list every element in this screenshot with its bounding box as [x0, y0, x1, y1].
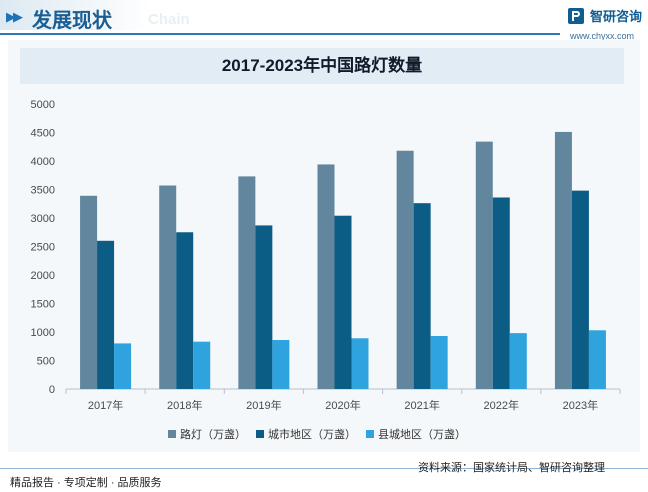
- y-tick-label: 4000: [31, 156, 55, 168]
- y-tick-label: 1500: [31, 299, 55, 311]
- y-tick-label: 2500: [31, 242, 55, 254]
- x-tick-label: 2018年: [167, 398, 202, 412]
- bar-2: [97, 240, 115, 389]
- legend-item-1: 路灯（万盏）: [168, 426, 246, 442]
- bar-3: [114, 343, 132, 389]
- legend-label-2: 城市地区（万盏）: [268, 429, 356, 441]
- bar-1: [396, 150, 414, 389]
- y-tick-label: 3500: [31, 185, 55, 197]
- y-tick-label: 4500: [31, 128, 55, 140]
- bar-1: [80, 195, 98, 389]
- legend-swatch-3: [366, 430, 374, 438]
- bar-1: [475, 141, 493, 389]
- chart-legend: 路灯（万盏） 城市地区（万盏） 县城地区（万盏）: [168, 426, 476, 442]
- bar-3: [430, 335, 448, 389]
- footer-tagline: 精品报告 · 专项定制 · 品质服务: [10, 477, 162, 489]
- bar-2: [571, 190, 589, 389]
- x-tick-label: 2023年: [563, 398, 598, 412]
- legend-item-2: 城市地区（万盏）: [256, 426, 356, 442]
- logo-name: 智研咨询: [590, 9, 643, 24]
- source-note: 资料来源：国家统计局、智研咨询整理: [418, 462, 605, 474]
- chart-title-bar: [20, 48, 624, 84]
- legend-label-1: 路灯（万盏）: [180, 429, 246, 441]
- legend-label-3: 县城地区（万盏）: [378, 429, 466, 441]
- y-tick-label: 3000: [31, 213, 55, 225]
- x-tick-label: 2020年: [325, 398, 360, 412]
- bar-2: [176, 232, 194, 389]
- bar-1: [159, 185, 177, 389]
- logo-icon: [568, 7, 584, 24]
- bar-3: [588, 330, 606, 389]
- y-tick-label: 2000: [31, 270, 55, 282]
- bar-3: [509, 333, 527, 389]
- bar-1: [238, 176, 256, 389]
- bar-2: [334, 215, 352, 389]
- legend-swatch-2: [256, 430, 264, 438]
- header-divider: [0, 33, 560, 35]
- chart-title: 2017-2023年中国路灯数量: [221, 56, 423, 75]
- bar-2: [255, 225, 273, 389]
- x-tick-label: 2017年: [88, 398, 123, 412]
- header-marker-icon: ▶▶: [6, 9, 23, 24]
- header: ▶▶ 发展现状 Chain 智研咨询 www.chyxx.com: [0, 0, 648, 41]
- bar-3: [193, 341, 211, 389]
- bar-1: [554, 131, 572, 389]
- x-tick-label: 2022年: [484, 398, 519, 412]
- y-tick-label: 5000: [31, 99, 55, 111]
- x-tick-label: 2021年: [404, 398, 439, 412]
- bar-1: [317, 164, 335, 389]
- y-tick-label: 500: [37, 356, 55, 368]
- y-tick-label: 0: [49, 384, 55, 396]
- bar-2: [413, 203, 431, 389]
- footer-divider: [0, 468, 648, 469]
- x-tick-label: 2019年: [246, 398, 281, 412]
- header-background: [0, 0, 150, 30]
- bar-3: [272, 339, 290, 389]
- section-title: 发展现状: [32, 10, 112, 32]
- bar-2: [492, 197, 510, 389]
- legend-swatch-1: [168, 430, 176, 438]
- header-ghost-text: Chain: [148, 11, 190, 28]
- y-tick-label: 1000: [31, 327, 55, 339]
- brand-logo: 智研咨询: [568, 6, 642, 25]
- bar-3: [351, 338, 369, 389]
- legend-item-3: 县城地区（万盏）: [366, 426, 466, 442]
- logo-url: www.chyxx.com: [570, 31, 635, 41]
